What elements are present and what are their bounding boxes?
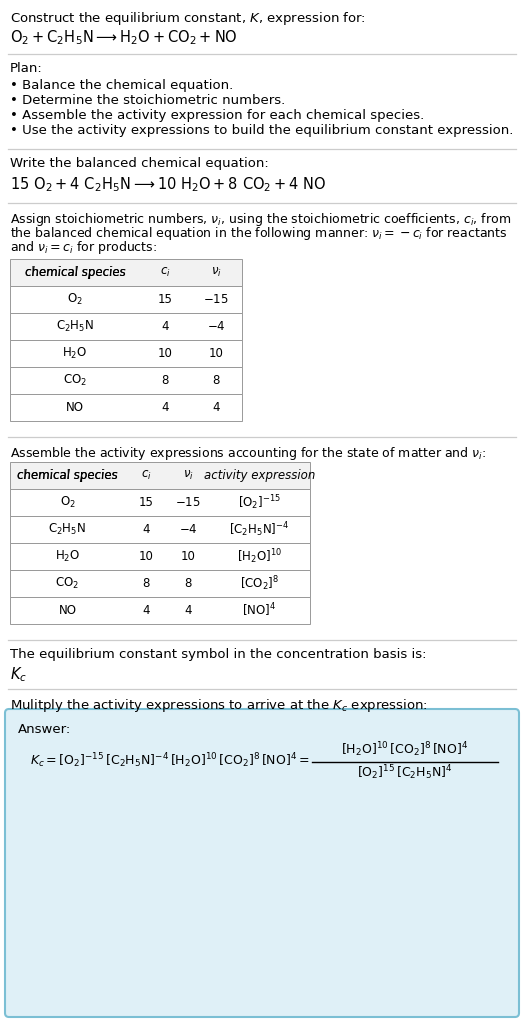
Text: 8: 8 — [212, 374, 220, 387]
Text: Assign stoichiometric numbers, $\nu_i$, using the stoichiometric coefficients, $: Assign stoichiometric numbers, $\nu_i$, … — [10, 211, 511, 228]
Text: $c_i$: $c_i$ — [160, 266, 170, 279]
Text: NO: NO — [66, 401, 84, 414]
Text: $\mathrm{O_2}$: $\mathrm{O_2}$ — [60, 495, 75, 510]
Bar — [10, 313, 242, 340]
Bar — [10, 597, 310, 624]
Text: $\mathrm{H_2O}$: $\mathrm{H_2O}$ — [55, 549, 80, 564]
Text: Answer:: Answer: — [18, 723, 71, 736]
Text: 4: 4 — [142, 604, 150, 617]
Text: $\mathrm{C_2H_5N}$: $\mathrm{C_2H_5N}$ — [48, 522, 86, 537]
Text: and $\nu_i = c_i$ for products:: and $\nu_i = c_i$ for products: — [10, 239, 157, 256]
Text: the balanced chemical equation in the following manner: $\nu_i = -c_i$ for react: the balanced chemical equation in the fo… — [10, 225, 507, 242]
Text: $\mathrm{CO_2}$: $\mathrm{CO_2}$ — [56, 576, 80, 591]
Text: 8: 8 — [184, 577, 192, 590]
Bar — [10, 394, 242, 421]
Text: chemical species: chemical species — [17, 469, 118, 482]
Text: Assemble the activity expressions accounting for the state of matter and $\nu_i$: Assemble the activity expressions accoun… — [10, 445, 486, 462]
Text: $\mathrm{H_2O}$: $\mathrm{H_2O}$ — [62, 346, 88, 361]
Text: 10: 10 — [181, 550, 195, 563]
Text: 4: 4 — [184, 604, 192, 617]
Text: $-4$: $-4$ — [206, 320, 225, 333]
Text: • Use the activity expressions to build the equilibrium constant expression.: • Use the activity expressions to build … — [10, 124, 514, 137]
Text: chemical species: chemical species — [17, 469, 118, 482]
Text: 8: 8 — [161, 374, 169, 387]
Text: 10: 10 — [209, 347, 223, 360]
Text: Construct the equilibrium constant, $K$, expression for:: Construct the equilibrium constant, $K$,… — [10, 10, 366, 27]
Text: $\mathrm{CO_2}$: $\mathrm{CO_2}$ — [63, 373, 87, 388]
Text: The equilibrium constant symbol in the concentration basis is:: The equilibrium constant symbol in the c… — [10, 648, 427, 661]
Text: 10: 10 — [138, 550, 154, 563]
Text: 4: 4 — [142, 523, 150, 536]
Text: $-4$: $-4$ — [179, 523, 198, 536]
Text: NO: NO — [59, 604, 77, 617]
Text: $K_c = [\mathrm{O_2}]^{-15}\,[\mathrm{C_2H_5N}]^{-4}\,[\mathrm{H_2O}]^{10}\,[\ma: $K_c = [\mathrm{O_2}]^{-15}\,[\mathrm{C_… — [30, 752, 310, 770]
Text: 15: 15 — [158, 293, 172, 306]
Bar — [10, 489, 310, 516]
Text: chemical species: chemical species — [25, 266, 125, 279]
Text: $\mathrm{O_2 + C_2H_5N \longrightarrow H_2O + CO_2 + NO}$: $\mathrm{O_2 + C_2H_5N \longrightarrow H… — [10, 28, 238, 47]
Text: 15: 15 — [138, 496, 154, 509]
Text: $[\mathrm{H_2O}]^{10}$: $[\mathrm{H_2O}]^{10}$ — [237, 547, 282, 566]
Text: $c_i$: $c_i$ — [140, 469, 151, 482]
Text: $\mathrm{O_2}$: $\mathrm{O_2}$ — [67, 292, 83, 307]
Text: $[\mathrm{NO}]^{4}$: $[\mathrm{NO}]^{4}$ — [243, 602, 277, 619]
Text: $[\mathrm{O_2}]^{15}\,[\mathrm{C_2H_5N}]^{4}$: $[\mathrm{O_2}]^{15}\,[\mathrm{C_2H_5N}]… — [357, 763, 453, 782]
Bar — [10, 543, 310, 570]
Bar — [10, 367, 242, 394]
Bar — [10, 340, 242, 367]
Bar — [10, 259, 242, 286]
Text: $\nu_i$: $\nu_i$ — [182, 469, 193, 482]
Text: 4: 4 — [161, 401, 169, 414]
Text: Mulitply the activity expressions to arrive at the $K_c$ expression:: Mulitply the activity expressions to arr… — [10, 697, 428, 714]
Text: Plan:: Plan: — [10, 62, 43, 75]
Text: 4: 4 — [212, 401, 220, 414]
Text: • Assemble the activity expression for each chemical species.: • Assemble the activity expression for e… — [10, 109, 424, 122]
Text: 4: 4 — [161, 320, 169, 333]
Text: $[\mathrm{CO_2}]^{8}$: $[\mathrm{CO_2}]^{8}$ — [240, 574, 279, 593]
Text: • Determine the stoichiometric numbers.: • Determine the stoichiometric numbers. — [10, 94, 285, 107]
Text: $[\mathrm{O_2}]^{-15}$: $[\mathrm{O_2}]^{-15}$ — [238, 493, 281, 512]
Text: Write the balanced chemical equation:: Write the balanced chemical equation: — [10, 157, 269, 170]
Text: 10: 10 — [158, 347, 172, 360]
Text: $\mathrm{C_2H_5N}$: $\mathrm{C_2H_5N}$ — [56, 319, 94, 335]
Bar — [10, 570, 310, 597]
Bar — [10, 462, 310, 489]
FancyBboxPatch shape — [5, 709, 519, 1017]
Text: $\mathrm{15\ O_2 + 4\ C_2H_5N \longrightarrow 10\ H_2O + 8\ CO_2 + 4\ NO}$: $\mathrm{15\ O_2 + 4\ C_2H_5N \longright… — [10, 175, 326, 193]
Text: $[\mathrm{C_2H_5N}]^{-4}$: $[\mathrm{C_2H_5N}]^{-4}$ — [230, 520, 290, 539]
Text: chemical species: chemical species — [25, 266, 125, 279]
Text: $-15$: $-15$ — [175, 496, 201, 509]
Text: • Balance the chemical equation.: • Balance the chemical equation. — [10, 79, 233, 92]
Text: 8: 8 — [143, 577, 150, 590]
Text: $-15$: $-15$ — [203, 293, 229, 306]
Text: activity expression: activity expression — [204, 469, 315, 482]
Bar — [10, 516, 310, 543]
Bar — [10, 286, 242, 313]
Text: $\nu_i$: $\nu_i$ — [211, 266, 222, 279]
Text: $[\mathrm{H_2O}]^{10}\,[\mathrm{CO_2}]^{8}\,[\mathrm{NO}]^{4}$: $[\mathrm{H_2O}]^{10}\,[\mathrm{CO_2}]^{… — [342, 741, 468, 759]
Text: $K_c$: $K_c$ — [10, 665, 27, 683]
